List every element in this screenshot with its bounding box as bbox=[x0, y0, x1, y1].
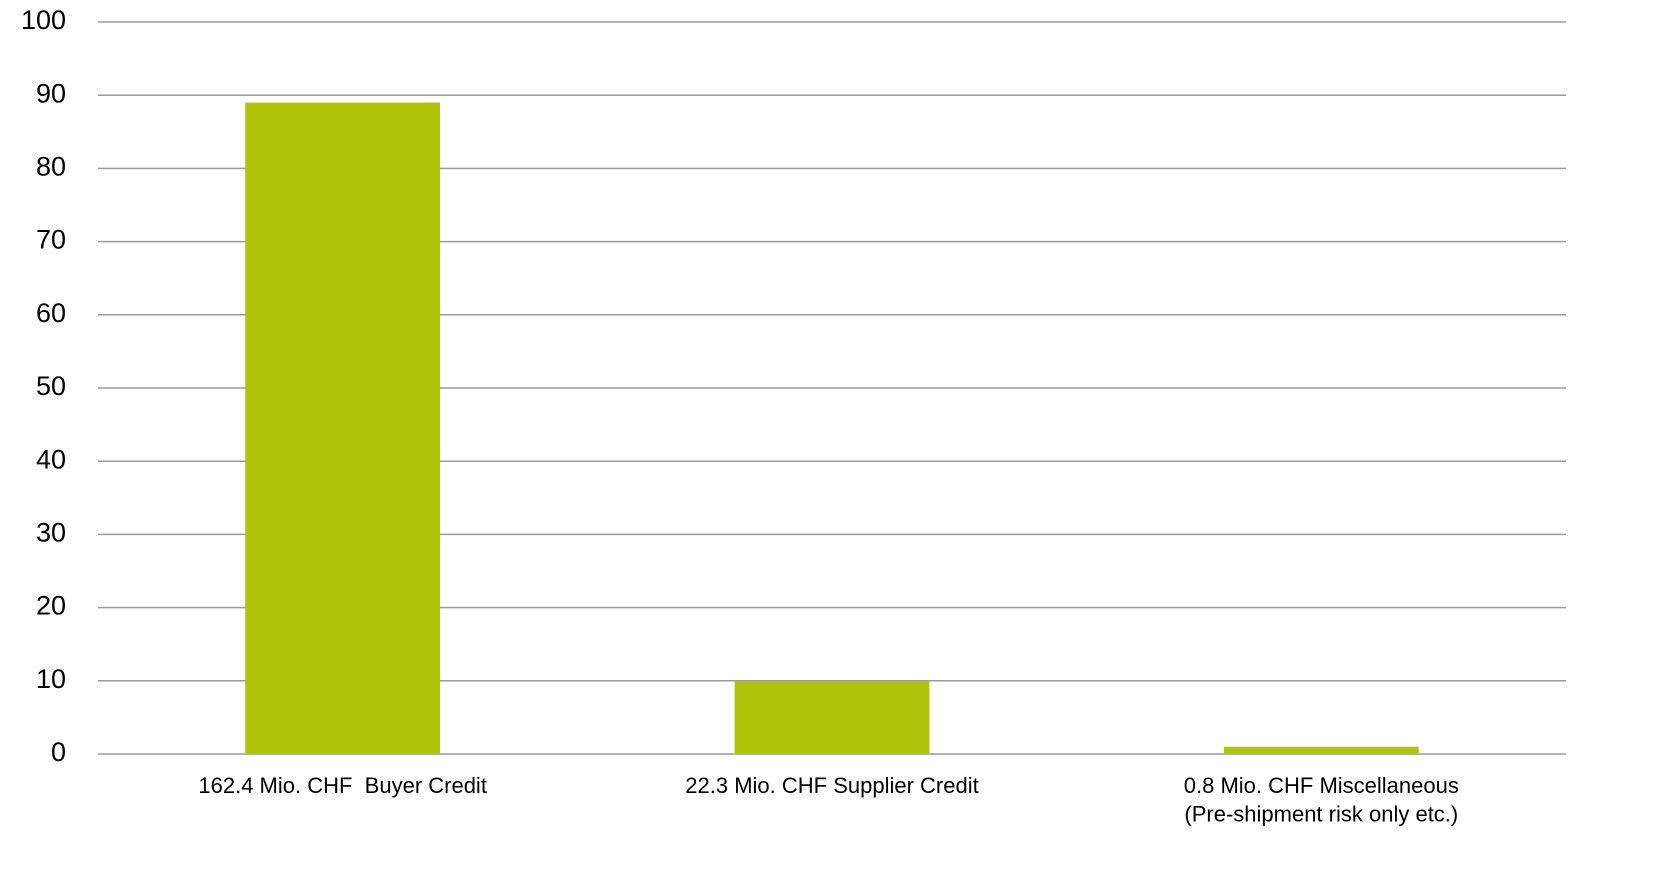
x-tick-label: 0.8 Mio. CHF Miscellaneous (Pre-shipment … bbox=[1184, 773, 1459, 827]
y-tick-label: 80 bbox=[36, 152, 66, 182]
x-tick-label: 22.3 Mio. CHF Supplier Credit bbox=[685, 773, 978, 798]
x-tick-label: 162.4 Mio. CHF Buyer Credit bbox=[198, 773, 487, 798]
y-tick-label: 10 bbox=[36, 664, 66, 694]
y-tick-label: 100 bbox=[21, 5, 66, 35]
y-tick-label: 90 bbox=[36, 78, 66, 108]
y-tick-label: 70 bbox=[36, 225, 66, 255]
bar bbox=[734, 680, 930, 754]
y-tick-label: 50 bbox=[36, 371, 66, 401]
y-tick-label: 30 bbox=[36, 518, 66, 548]
y-tick-label: 20 bbox=[36, 591, 66, 621]
bar bbox=[1223, 746, 1419, 754]
bar bbox=[245, 102, 441, 754]
y-tick-label: 40 bbox=[36, 444, 66, 474]
y-tick-label: 0 bbox=[51, 737, 66, 767]
y-tick-label: 60 bbox=[36, 298, 66, 328]
